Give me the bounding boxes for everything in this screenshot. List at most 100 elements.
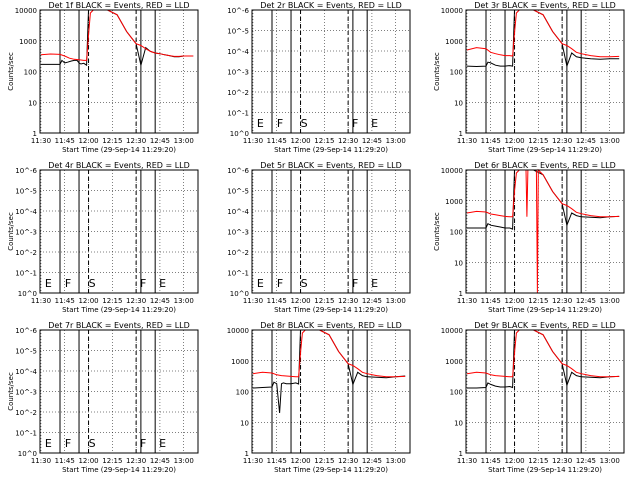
panel-det-7: Det 7r BLACK = Events, RED = LLD 10^0 10^-… (7, 321, 199, 474)
x-tick-label: 11:30 (31, 297, 51, 305)
x-tick-label: 12:45 (576, 297, 596, 305)
marker-label: E (371, 277, 378, 290)
x-axis-label: Start Time (29-Sep-14 11:29:20) (62, 146, 176, 154)
y-tick-label: 10^-2 (15, 249, 37, 257)
y-tick-label: 10^-3 (227, 69, 249, 77)
series-events (466, 9, 620, 68)
y-tick-label: 10^0 (230, 290, 249, 298)
marker-label: S (301, 277, 308, 290)
y-tick-label: 1000 (445, 358, 463, 366)
x-tick-label: 12:15 (314, 297, 334, 305)
y-tick-label: 10^-1 (227, 110, 249, 118)
y-axis-label: Counts/sec (7, 212, 15, 251)
marker-label: F (65, 277, 71, 290)
y-tick-label: 100 (236, 389, 249, 397)
x-tick-label: 12:45 (150, 457, 170, 465)
y-tick-label: 10^-1 (15, 430, 37, 438)
x-tick-label: 12:30 (338, 457, 358, 465)
x-tick-label: 12:15 (528, 297, 548, 305)
x-tick-label: 13:00 (174, 297, 194, 305)
x-tick-label: 13:00 (174, 137, 194, 145)
marker-label: E (159, 437, 166, 450)
panel-title: Det 2r BLACK = Events, RED = LLD (260, 1, 402, 10)
x-tick-label: 12:30 (338, 297, 358, 305)
x-axis-label: Start Time (29-Sep-14 11:29:20) (274, 466, 388, 474)
x-tick-label: 11:45 (55, 297, 75, 305)
x-tick-label: 12:15 (102, 297, 122, 305)
x-tick-label: 12:00 (290, 297, 310, 305)
x-axis-label: Start Time (29-Sep-14 11:29:20) (62, 306, 176, 314)
panel-det-1: Det 1f BLACK = Events, RED = LLD 1 10 100 10… (7, 1, 199, 154)
x-tick-label: 11:45 (55, 457, 75, 465)
x-tick-label: 12:00 (290, 137, 310, 145)
marker-label: S (301, 117, 308, 130)
x-tick-label: 11:30 (457, 137, 477, 145)
y-tick-label: 1000 (445, 38, 463, 46)
y-axis-label: Counts/sec (433, 52, 441, 91)
marker-label: F (140, 277, 146, 290)
series-events (467, 329, 620, 389)
y-tick-label: 10^-6 (227, 7, 249, 15)
y-tick-label: 10 (28, 99, 37, 107)
panel-det-5: Det 5r BLACK = Events, RED = LLD 10^0 10^-… (227, 161, 411, 314)
x-tick-label: 12:15 (314, 457, 334, 465)
x-tick-label: 13:00 (600, 457, 620, 465)
x-tick-label: 13:00 (600, 297, 620, 305)
x-axis-label: Start Time (29-Sep-14 11:29:20) (488, 466, 602, 474)
x-tick-label: 12:15 (528, 137, 548, 145)
y-tick-label: 1 (245, 450, 249, 458)
x-tick-label: 11:30 (457, 297, 477, 305)
y-tick-label: 10^-6 (15, 167, 37, 175)
y-tick-label: 10^0 (230, 130, 249, 138)
series-lld (466, 9, 620, 58)
x-tick-label: 12:30 (126, 457, 146, 465)
x-tick-label: 13:00 (600, 137, 620, 145)
y-tick-label: 100 (450, 229, 463, 237)
x-tick-label: 11:30 (243, 457, 263, 465)
panel-det-2: Det 2r BLACK = Events, RED = LLD 10^0 10^-… (227, 1, 411, 154)
x-tick-label: 11:45 (267, 137, 287, 145)
series-lld (252, 329, 406, 378)
y-tick-label: 10^-4 (227, 208, 249, 216)
plot-frame (251, 9, 411, 134)
x-axis-label: Start Time (29-Sep-14 11:29:20) (488, 306, 602, 314)
x-tick-label: 12:45 (150, 137, 170, 145)
panel-title: Det 7r BLACK = Events, RED = LLD (48, 321, 190, 330)
x-tick-label: 13:00 (386, 137, 406, 145)
x-tick-label: 12:45 (576, 457, 596, 465)
y-tick-label: 10^-6 (227, 167, 249, 175)
y-tick-label: 10^0 (18, 450, 37, 458)
y-tick-label: 1 (459, 290, 463, 298)
x-tick-label: 11:30 (31, 457, 51, 465)
y-tick-label: 10^-2 (227, 249, 249, 257)
y-tick-label: 10^-3 (15, 389, 37, 397)
panel-title: Det 1f BLACK = Events, RED = LLD (48, 1, 189, 10)
marker-label: E (257, 117, 264, 130)
plot-frame (251, 329, 411, 454)
plot-frame (39, 169, 199, 294)
marker-label: E (257, 277, 264, 290)
y-tick-label: 1000 (231, 358, 249, 366)
x-tick-label: 12:00 (504, 297, 524, 305)
plot-frame (39, 9, 199, 134)
panel-title: Det 3r BLACK = Events, RED = LLD (474, 1, 616, 10)
panel-det-3: Det 3r BLACK = Events, RED = LLD 1 10 100 10… (433, 1, 625, 154)
x-tick-label: 11:45 (481, 137, 501, 145)
plot-frame (465, 169, 625, 294)
x-tick-label: 13:00 (174, 457, 194, 465)
series-lld (466, 329, 620, 378)
y-tick-label: 100 (450, 69, 463, 77)
y-tick-label: 10000 (441, 7, 463, 15)
y-tick-label: 1 (459, 450, 463, 458)
x-tick-label: 11:45 (481, 297, 501, 305)
y-axis-label: Counts/sec (7, 52, 15, 91)
y-tick-label: 1000 (19, 38, 37, 46)
x-tick-label: 11:45 (267, 297, 287, 305)
y-tick-label: 10000 (441, 167, 463, 175)
x-axis-label: Start Time (29-Sep-14 11:29:20) (488, 146, 602, 154)
y-tick-label: 10000 (15, 7, 37, 15)
plot-frame (251, 169, 411, 294)
y-tick-label: 10^-2 (15, 409, 37, 417)
plot-frame (39, 329, 199, 454)
x-tick-label: 12:45 (362, 457, 382, 465)
